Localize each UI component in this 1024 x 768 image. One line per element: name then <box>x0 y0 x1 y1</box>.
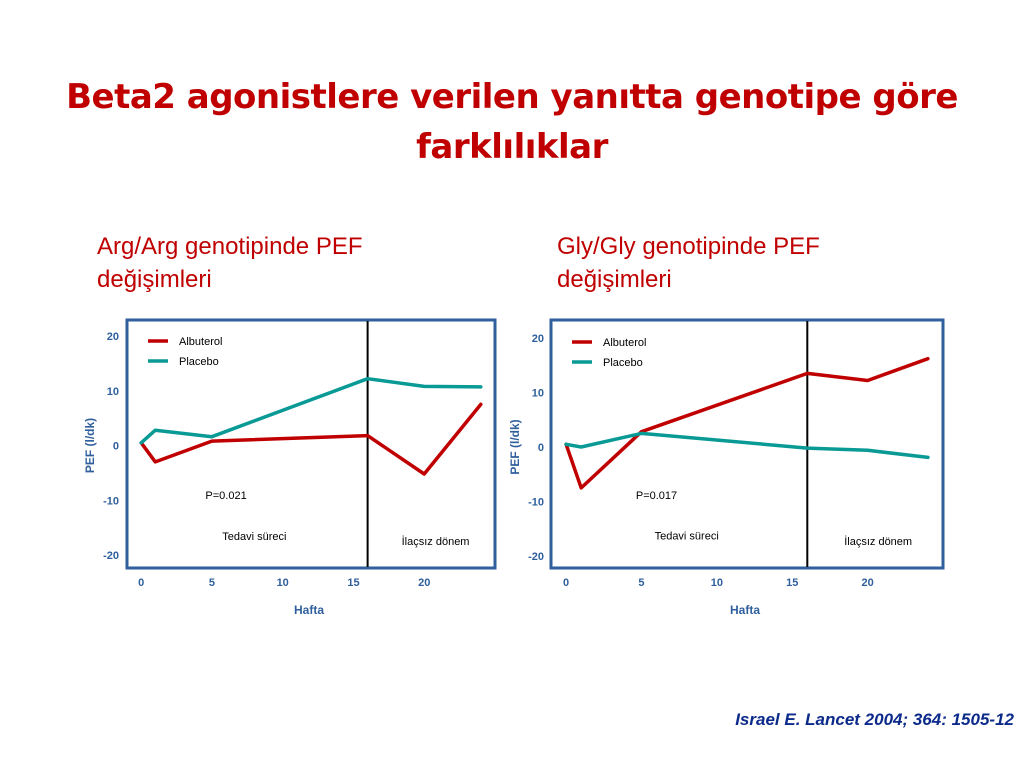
right-ytick-label: 10 <box>532 388 544 400</box>
right-chart: 20 10 0 -10 -20 0 5 10 15 20 Hafta PEF (l/dk) Albute… <box>508 318 945 617</box>
left-annotation: Tedavi süreci <box>222 531 286 543</box>
right-xaxis-label: Hafta <box>730 603 760 617</box>
right-annotation: P=0.017 <box>636 490 677 502</box>
right-annotation: İlaçsız dönem <box>844 535 912 548</box>
left-xtick-label: 0 <box>138 577 144 589</box>
left-chart: 20 10 0 -10 -20 0 5 10 15 20 Hafta PEF (l/dk) Albute… <box>83 318 497 617</box>
slide-title-line1: Beta2 agonistlere verilen yanıtta genoti… <box>66 77 958 117</box>
right-xtick-label: 20 <box>861 577 873 589</box>
right-panel-heading-line2: değişimleri <box>557 266 672 293</box>
slide-title-line2: farklılıklar <box>416 127 608 167</box>
left-ytick-label: 20 <box>107 331 119 343</box>
right-xtick-label: 0 <box>563 577 569 589</box>
left-xtick-label: 10 <box>277 577 289 589</box>
left-ytick-label: 10 <box>107 386 119 398</box>
right-series-albuterol-line <box>564 356 930 490</box>
right-series-placebo-line <box>564 431 930 460</box>
left-series-albuterol-line <box>139 402 483 476</box>
right-ytick-label: 0 <box>538 442 544 454</box>
right-annotation: Tedavi süreci <box>655 531 719 543</box>
left-yaxis-label: PEF (l/dk) <box>83 418 97 473</box>
slide-title: Beta2 agonistlere verilen yanıtta genoti… <box>0 72 1024 172</box>
right-panel-heading: Gly/Gly genotipinde PEF değişimleri <box>557 230 957 296</box>
left-series-placebo-line <box>139 376 483 445</box>
left-panel-heading-line2: değişimleri <box>97 266 212 293</box>
right-legend-label-placebo: Placebo <box>603 357 643 369</box>
right-yaxis-label: PEF (l/dk) <box>508 419 522 474</box>
right-xtick-label: 10 <box>711 577 723 589</box>
left-panel-heading: Arg/Arg genotipinde PEF değişimleri <box>97 230 497 296</box>
left-chart-frame <box>125 318 497 570</box>
left-xaxis-label: Hafta <box>294 603 324 617</box>
left-ytick-label: 0 <box>113 441 119 453</box>
right-ytick-label: -10 <box>528 497 544 509</box>
left-legend-label-placebo: Placebo <box>179 356 219 368</box>
left-annotation: İlaçsız dönem <box>402 535 470 548</box>
right-chart-frame <box>549 318 945 570</box>
left-ytick-label: -20 <box>103 550 119 562</box>
left-xtick-label: 20 <box>418 577 430 589</box>
right-ytick-label: 20 <box>532 333 544 345</box>
left-legend-label-albuterol: Albuterol <box>179 336 222 348</box>
right-xtick-label: 15 <box>786 577 798 589</box>
right-legend-label-albuterol: Albuterol <box>603 337 646 349</box>
left-xtick-label: 15 <box>347 577 359 589</box>
left-annotation: P=0.021 <box>205 490 246 502</box>
left-xtick-label: 5 <box>209 577 215 589</box>
citation: Israel E. Lancet 2004; 364: 1505-12 <box>735 710 1014 729</box>
right-xtick-label: 5 <box>638 577 644 589</box>
right-panel-heading-line1: Gly/Gly genotipinde PEF <box>557 233 820 260</box>
left-ytick-label: -10 <box>103 495 119 507</box>
right-ytick-label: -20 <box>528 551 544 563</box>
left-panel-heading-line1: Arg/Arg genotipinde PEF <box>97 233 363 260</box>
